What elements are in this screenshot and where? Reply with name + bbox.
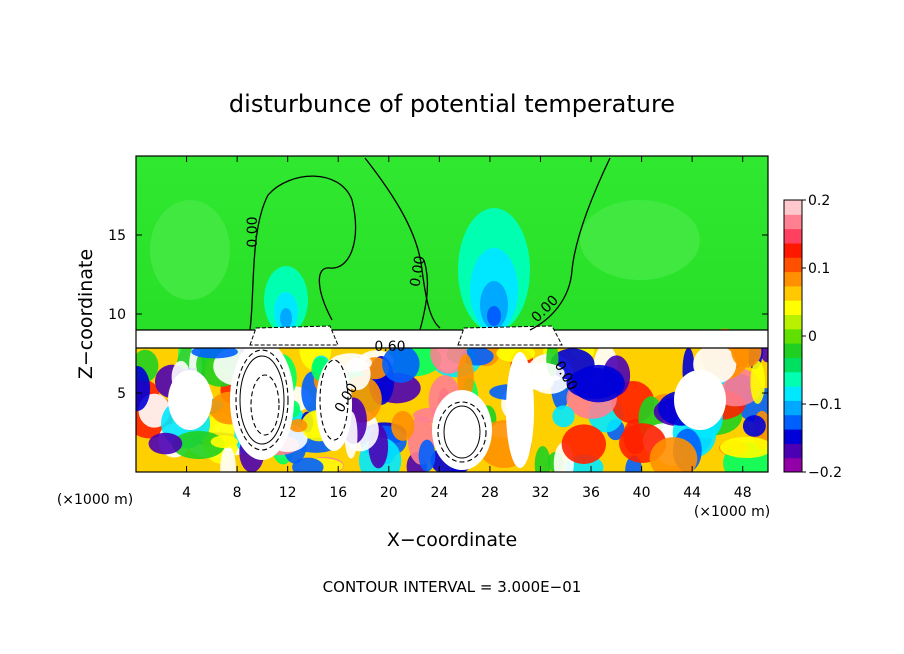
turbulence-blob: [210, 435, 238, 449]
colorbar-swatch: [784, 443, 802, 459]
turbulence-blob: [649, 437, 698, 472]
contour-label: 0.00: [245, 216, 261, 247]
chart-title: disturbunce of potential temperature: [229, 90, 675, 118]
contour-label: 0.60: [374, 339, 405, 355]
x-unit-right: (×1000 m): [694, 504, 770, 520]
colorbar-swatch: [784, 242, 802, 258]
colorbar-swatch: [784, 328, 802, 344]
x-unit-left: (×1000 m): [57, 492, 133, 508]
colorbar-tick-label: −0.1: [808, 397, 842, 413]
x-tick-label: 4: [182, 485, 191, 501]
x-tick-label: 24: [430, 485, 448, 501]
turbulence-blob: [742, 415, 766, 437]
white-plume: [168, 370, 212, 430]
white-plume: [316, 359, 352, 451]
colorbar-swatch: [784, 285, 802, 301]
colorbar-tick-label: −0.2: [808, 465, 842, 481]
colorbar-swatch: [784, 257, 802, 273]
colorbar-swatch: [784, 200, 802, 215]
colorbar-swatch: [784, 429, 802, 444]
x-tick-label: 44: [683, 485, 701, 501]
colorbar-swatch: [784, 457, 802, 473]
turbulence-blob: [136, 365, 151, 412]
x-axis-label: X−coordinate: [387, 529, 517, 551]
white-plume: [674, 370, 726, 430]
white-plume: [432, 390, 492, 470]
x-axis: 4 8 12 16 20 24 28 32 36 40 44 48: [182, 156, 752, 501]
turbulence-blob: [191, 345, 239, 359]
colorbar: 0.2 0.1 0 −0.1 −0.2: [783, 193, 842, 481]
y-axis-label: Z−coordinate: [75, 249, 97, 379]
colorbar-tick-label: 0.1: [808, 261, 830, 277]
turbulence-blob: [172, 430, 225, 460]
colorbar-swatch: [784, 214, 802, 230]
turbulence-blob: [220, 446, 236, 472]
turbulence-blob: [148, 432, 183, 455]
colorbar-swatch: [784, 300, 802, 316]
plume-contour: [443, 405, 481, 459]
y-tick-label: 10: [108, 307, 126, 323]
turbulence-blob: [418, 439, 436, 472]
y-tick-label: 15: [108, 228, 126, 244]
turbulence-blob: [720, 436, 768, 459]
colorbar-swatch: [784, 357, 802, 373]
plume-contour: [239, 355, 285, 445]
x-tick-label: 40: [633, 485, 651, 501]
contour-lines: [249, 157, 611, 331]
x-tick-label: 12: [279, 485, 297, 501]
x-tick-label: 32: [532, 485, 550, 501]
colorbar-tick-label: 0: [808, 329, 817, 345]
turbulence-blob: [750, 360, 765, 405]
colorbar-swatch: [784, 343, 802, 358]
turbulence-blob: [457, 353, 474, 401]
plot-area: [136, 156, 768, 472]
turbulence-blob: [344, 357, 371, 391]
colorbar-tick-label: 0.2: [808, 193, 830, 209]
upper-plumes: [150, 200, 700, 334]
y-tick-label: 5: [117, 386, 126, 402]
x-tick-label: 48: [734, 485, 752, 501]
colorbar-swatch: [784, 386, 802, 401]
turbulence-blob: [382, 345, 420, 383]
x-tick-label: 28: [481, 485, 499, 501]
x-tick-label: 36: [582, 485, 600, 501]
colorbar-swatch: [784, 400, 802, 416]
turbulence-blob: [292, 457, 324, 472]
colorbar-swatch: [784, 228, 802, 244]
x-tick-label: 20: [380, 485, 398, 501]
colorbar-swatch: [784, 314, 802, 330]
turbulence-blob: [552, 405, 575, 428]
colorbar-swatch: [784, 414, 802, 430]
lower-turbulent-layer: [136, 328, 768, 472]
turbulence-blob: [534, 446, 551, 472]
turbulence-blob: [391, 411, 415, 441]
x-tick-label: 16: [329, 485, 347, 501]
colorbar-swatch: [784, 371, 802, 387]
dashed-contours: [235, 349, 487, 463]
contour-interval-footer: CONTOUR INTERVAL = 3.000E−01: [323, 578, 582, 596]
white-plume: [506, 352, 534, 468]
colorbar-swatch: [784, 271, 802, 287]
turbulence-blob: [289, 419, 308, 433]
y-axis: 5 10 15: [108, 228, 768, 402]
contour-label: 0.00: [407, 255, 428, 288]
turbulence-blob: [561, 424, 607, 465]
x-tick-label: 8: [233, 485, 242, 501]
inversion-layer: [136, 330, 768, 348]
